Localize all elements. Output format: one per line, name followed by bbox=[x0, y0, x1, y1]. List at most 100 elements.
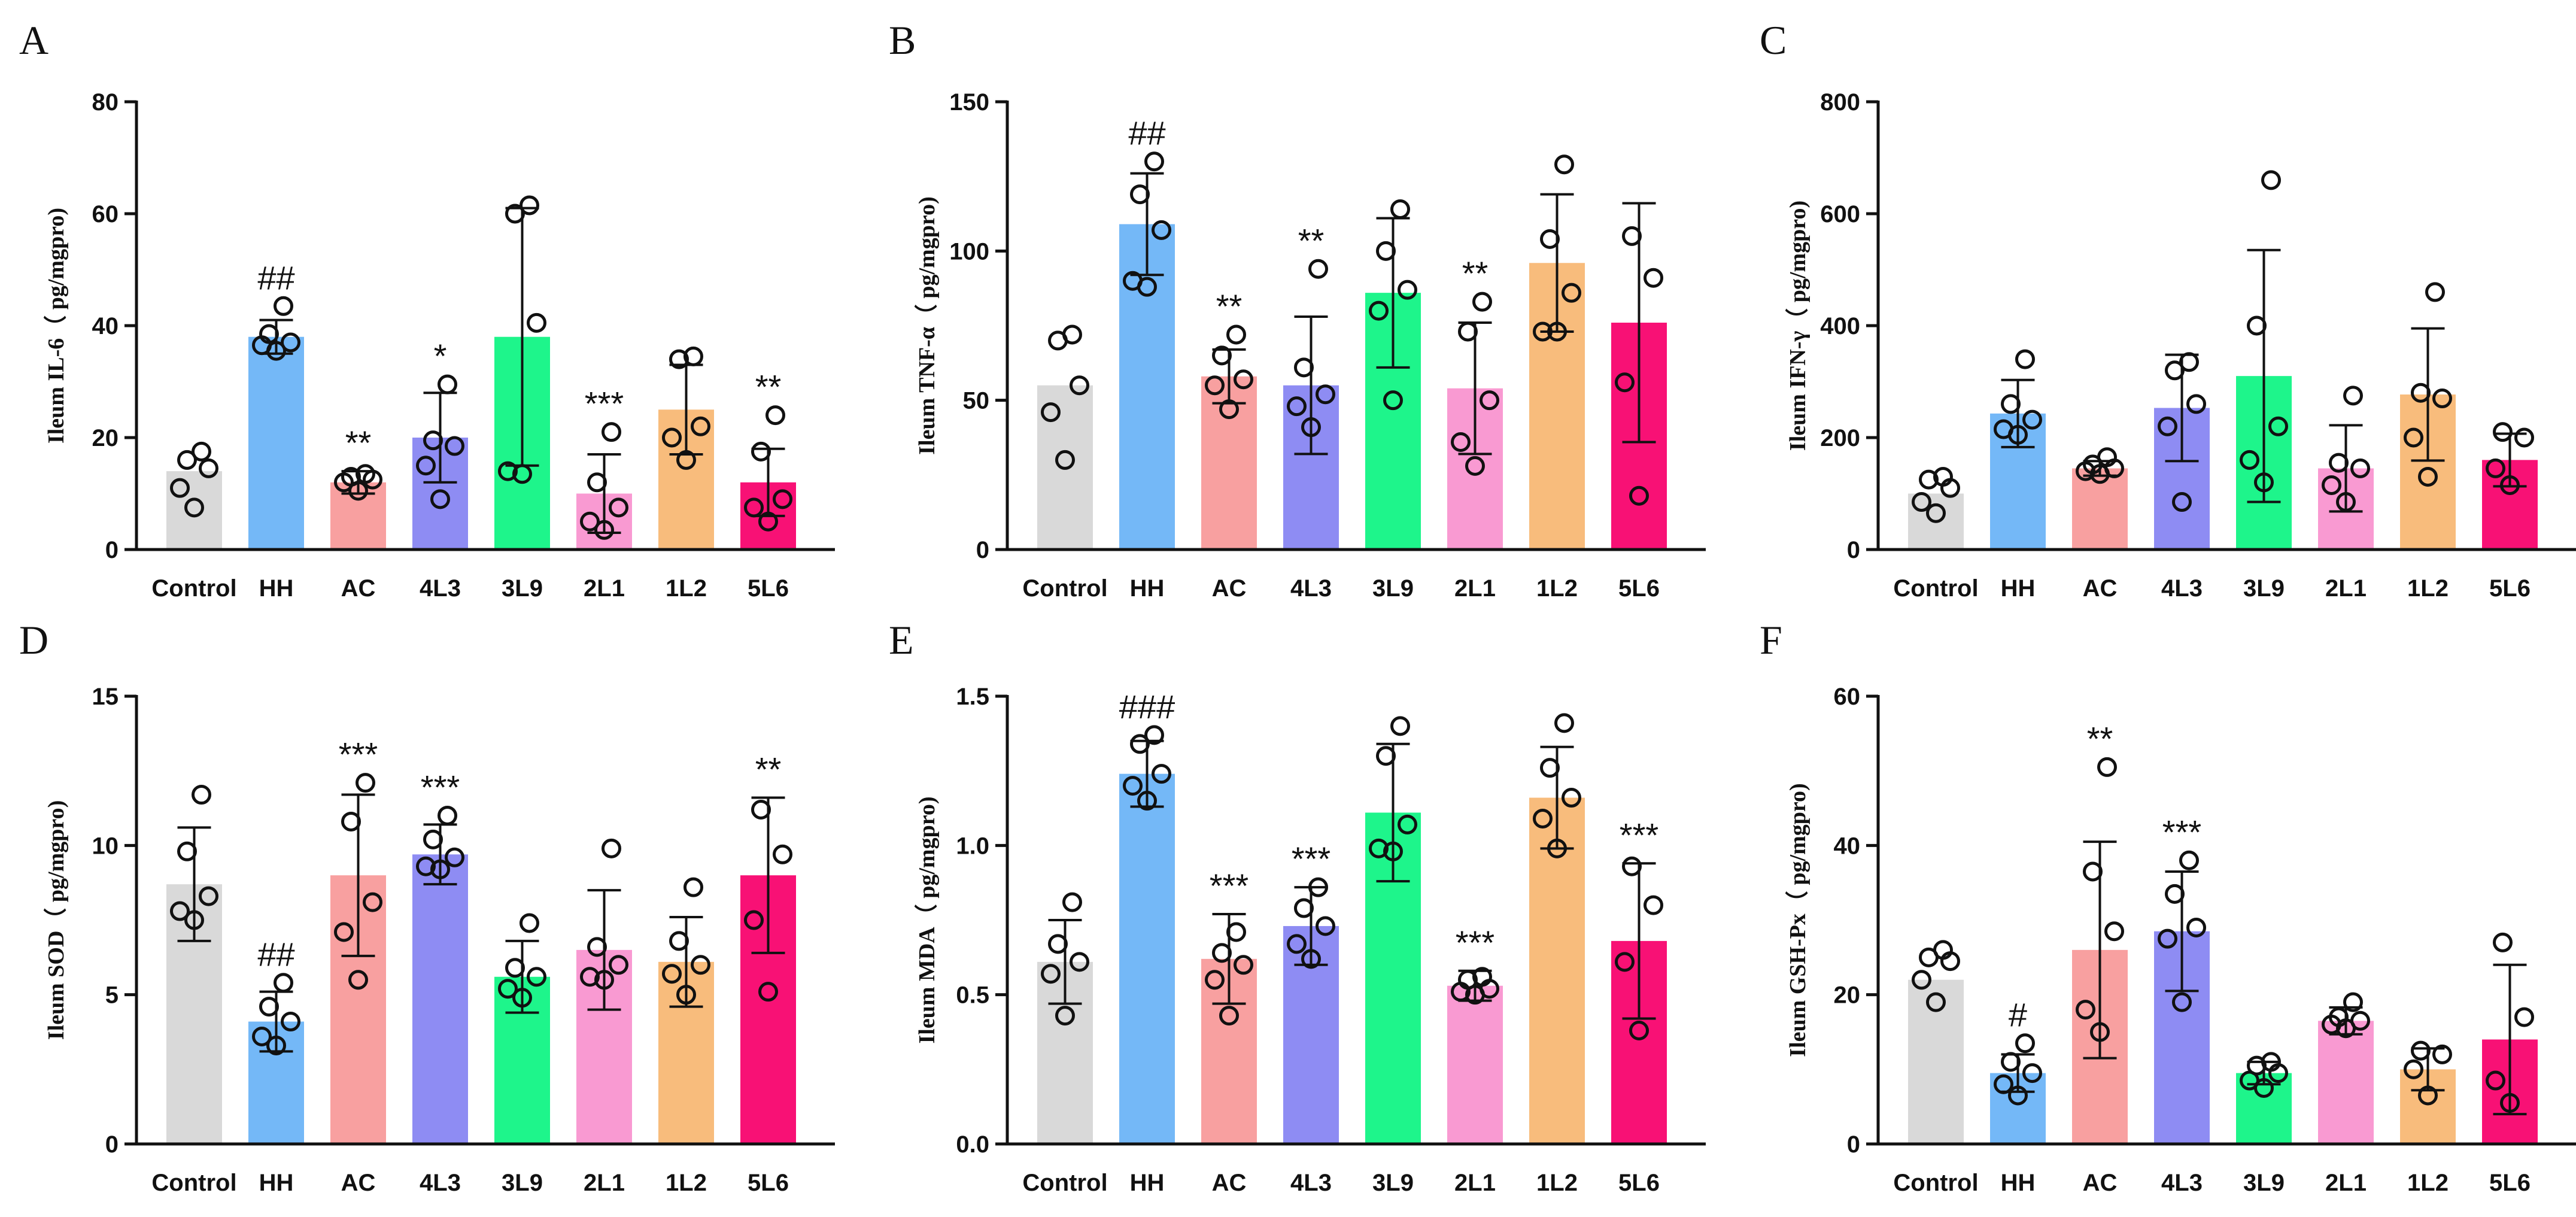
x-tick-label-hh: HH bbox=[2001, 575, 2036, 602]
data-point-1l2 bbox=[1554, 154, 1574, 175]
y-tick-label: 60 bbox=[92, 201, 119, 227]
data-point-2l1 bbox=[2322, 475, 2341, 495]
data-point-hh bbox=[2001, 1052, 2021, 1072]
x-tick-label-3l9: 3L9 bbox=[502, 575, 543, 602]
panel-letter: A bbox=[19, 17, 48, 63]
data-point-2l1 bbox=[602, 422, 621, 442]
data-point-hh bbox=[259, 997, 279, 1017]
data-point-1l2 bbox=[2404, 427, 2423, 448]
x-tick-label-3l9: 3L9 bbox=[502, 1170, 543, 1196]
data-point-control bbox=[1062, 324, 1082, 345]
y-axis-title: Ileum IFN-γ（ pg/mgpro) bbox=[1785, 201, 1811, 451]
x-tick-label-ac: AC bbox=[1212, 1170, 1247, 1196]
significance-ac: ** bbox=[2087, 720, 2113, 757]
y-tick-label: 600 bbox=[1820, 201, 1860, 227]
data-point-ac bbox=[1219, 1006, 1239, 1026]
x-tick-label-hh: HH bbox=[2001, 1170, 2036, 1196]
data-point-hh bbox=[2015, 349, 2035, 369]
x-tick-label-1l2: 1L2 bbox=[1536, 575, 1578, 602]
data-point-5l6 bbox=[758, 982, 778, 1002]
data-point-4l3 bbox=[1316, 384, 1335, 405]
significance-4l3: ** bbox=[1298, 221, 1325, 259]
data-point-control bbox=[1926, 503, 1946, 523]
y-tick-label: 100 bbox=[949, 238, 989, 265]
data-point-control bbox=[1926, 992, 1946, 1012]
x-tick-label-ac: AC bbox=[341, 1170, 376, 1196]
significance-hh: ## bbox=[1128, 114, 1165, 152]
data-point-4l3 bbox=[1294, 357, 1314, 378]
data-point-4l3 bbox=[2186, 917, 2206, 937]
data-point-3l9 bbox=[520, 195, 539, 216]
data-point-ac bbox=[1205, 970, 1225, 990]
data-point-hh bbox=[1144, 151, 1164, 172]
data-point-ac bbox=[1212, 345, 1232, 366]
y-tick-label: 400 bbox=[1820, 313, 1860, 339]
significance-4l3: * bbox=[434, 337, 447, 375]
bar-hh bbox=[248, 336, 304, 550]
x-tick-label-5l6: 5L6 bbox=[2489, 575, 2531, 602]
x-tick-label-4l3: 4L3 bbox=[1290, 1170, 1332, 1196]
data-point-2l1 bbox=[2350, 1010, 2370, 1031]
data-point-4l3 bbox=[2165, 360, 2185, 381]
y-tick-label: 150 bbox=[949, 89, 989, 116]
data-point-4l3 bbox=[2179, 352, 2199, 372]
data-point-ac bbox=[2090, 1022, 2110, 1042]
panel-letter: E bbox=[889, 617, 914, 663]
x-tick-label-ac: AC bbox=[1212, 575, 1247, 602]
data-point-hh bbox=[2022, 1063, 2042, 1084]
data-point-ac bbox=[2083, 861, 2103, 882]
data-point-control bbox=[1933, 940, 1953, 960]
data-point-1l2 bbox=[662, 964, 682, 984]
data-point-1l2 bbox=[669, 349, 689, 369]
data-point-hh bbox=[2015, 1033, 2035, 1054]
panel-e: E Ileum MDA（ pg/mgpro) ### *** *** *** *** 0.0 0… bbox=[889, 617, 1706, 1196]
data-point-hh bbox=[1130, 734, 1150, 754]
data-point-5l6 bbox=[2493, 422, 2513, 442]
x-tick-label-control: Control bbox=[1893, 575, 1978, 602]
panel-letter: D bbox=[19, 617, 48, 663]
error-bar-hh bbox=[2001, 378, 2035, 448]
x-tick-label-control: Control bbox=[1893, 1170, 1978, 1196]
significance-4l3: *** bbox=[421, 768, 460, 806]
data-point-ac bbox=[334, 922, 354, 942]
data-point-hh bbox=[1137, 791, 1157, 811]
significance-ac: ** bbox=[1216, 287, 1243, 325]
significance-5l6: *** bbox=[1620, 816, 1658, 854]
data-point-ac bbox=[356, 464, 375, 484]
x-tick-label-5l6: 5L6 bbox=[748, 1170, 789, 1196]
x-tick-label-5l6: 5L6 bbox=[1618, 1170, 1660, 1196]
data-point-3l9 bbox=[2261, 1052, 2281, 1072]
data-point-3l9 bbox=[2261, 170, 2281, 190]
x-tick-label-2l1: 2L1 bbox=[1454, 575, 1496, 602]
data-point-hh bbox=[1994, 419, 2013, 439]
y-tick-label: 5 bbox=[105, 982, 119, 1009]
x-tick-label-4l3: 4L3 bbox=[420, 575, 461, 602]
y-tick-label: 10 bbox=[92, 833, 119, 859]
data-point-control bbox=[1055, 1006, 1075, 1026]
data-point-ac bbox=[1219, 399, 1239, 420]
bar-control bbox=[1908, 979, 1964, 1144]
x-tick-label-5l6: 5L6 bbox=[1618, 575, 1660, 602]
x-tick-label-hh: HH bbox=[1130, 575, 1165, 602]
data-point-4l3 bbox=[423, 430, 443, 451]
data-point-hh bbox=[1144, 725, 1164, 745]
significance-5l6: ** bbox=[755, 751, 782, 788]
data-point-4l3 bbox=[2186, 394, 2206, 414]
data-point-5l6 bbox=[2493, 932, 2513, 952]
data-point-5l6 bbox=[1622, 856, 1642, 876]
x-tick-label-2l1: 2L1 bbox=[584, 1170, 625, 1196]
data-point-5l6 bbox=[2500, 475, 2520, 495]
data-point-5l6 bbox=[1615, 372, 1635, 393]
data-point-3l9 bbox=[1376, 241, 1396, 261]
data-point-control bbox=[1055, 450, 1075, 470]
data-point-4l3 bbox=[1294, 898, 1314, 918]
data-point-3l9 bbox=[1390, 199, 1410, 220]
data-point-1l2 bbox=[2411, 1040, 2431, 1061]
panel-letter: F bbox=[1760, 617, 1782, 663]
y-tick-label: 0 bbox=[105, 537, 119, 563]
data-point-4l3 bbox=[445, 847, 464, 867]
data-point-5l6 bbox=[1629, 485, 1649, 506]
data-point-control bbox=[192, 785, 211, 805]
data-point-control bbox=[1048, 934, 1068, 954]
